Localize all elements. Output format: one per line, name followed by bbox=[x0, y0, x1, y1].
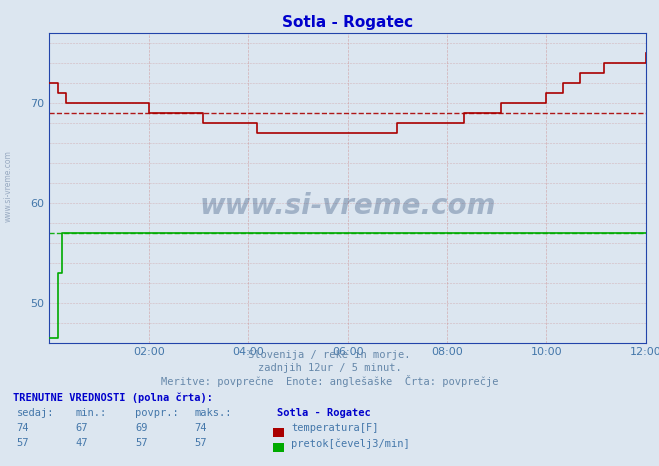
Text: Slovenija / reke in morje.: Slovenija / reke in morje. bbox=[248, 350, 411, 360]
Text: maks.:: maks.: bbox=[194, 408, 232, 418]
Text: 57: 57 bbox=[135, 438, 148, 448]
Text: 57: 57 bbox=[194, 438, 207, 448]
Text: 74: 74 bbox=[194, 423, 207, 432]
Text: 69: 69 bbox=[135, 423, 148, 432]
Text: sedaj:: sedaj: bbox=[16, 408, 54, 418]
Text: Sotla - Rogatec: Sotla - Rogatec bbox=[277, 408, 370, 418]
Text: 47: 47 bbox=[76, 438, 88, 448]
Text: temperatura[F]: temperatura[F] bbox=[291, 423, 379, 432]
Text: www.si-vreme.com: www.si-vreme.com bbox=[200, 192, 496, 220]
Text: 74: 74 bbox=[16, 423, 29, 432]
Title: Sotla - Rogatec: Sotla - Rogatec bbox=[282, 15, 413, 30]
Text: Meritve: povprečne  Enote: anglešaške  Črta: povprečje: Meritve: povprečne Enote: anglešaške Črt… bbox=[161, 375, 498, 387]
Text: povpr.:: povpr.: bbox=[135, 408, 179, 418]
Text: www.si-vreme.com: www.si-vreme.com bbox=[3, 151, 13, 222]
Text: TRENUTNE VREDNOSTI (polna črta):: TRENUTNE VREDNOSTI (polna črta): bbox=[13, 392, 213, 403]
Text: min.:: min.: bbox=[76, 408, 107, 418]
Text: pretok[čevelj3/min]: pretok[čevelj3/min] bbox=[291, 438, 410, 449]
Text: 67: 67 bbox=[76, 423, 88, 432]
Text: 57: 57 bbox=[16, 438, 29, 448]
Text: zadnjih 12ur / 5 minut.: zadnjih 12ur / 5 minut. bbox=[258, 363, 401, 372]
